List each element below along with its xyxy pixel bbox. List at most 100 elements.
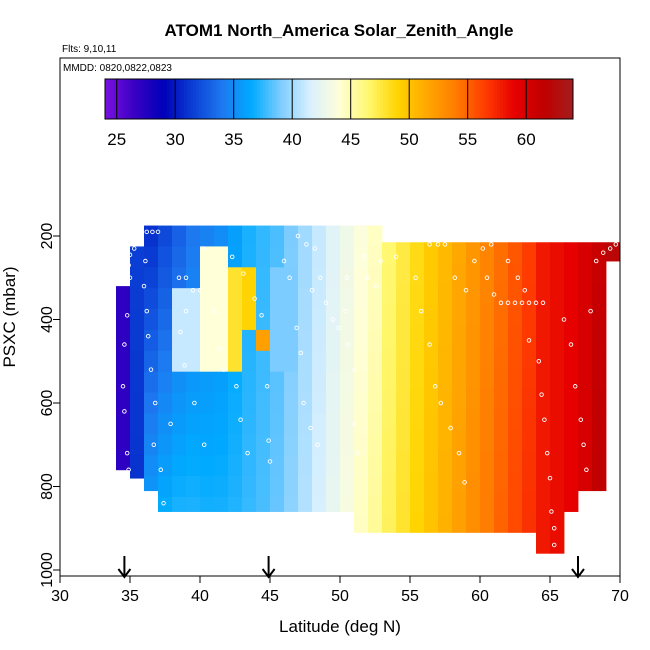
heatmap-cell: [172, 350, 187, 373]
heatmap-cell: [326, 309, 341, 331]
sample-point: [126, 262, 131, 268]
heatmap-cell: [592, 284, 607, 306]
colorbar-tick-label: 50: [400, 130, 419, 149]
heatmap-cell: [200, 496, 215, 512]
heatmap-cell: [564, 367, 579, 389]
heatmap-cell: [228, 413, 243, 435]
heatmap-cell: [340, 246, 355, 268]
heatmap-cell: [424, 367, 439, 389]
colorbar-tick-label: 30: [166, 130, 185, 149]
sample-point: [343, 308, 348, 314]
colorbar-segment: [151, 79, 156, 119]
heatmap-cell: [480, 409, 495, 431]
sample-point: [145, 333, 151, 339]
heatmap-cell: [242, 392, 257, 414]
heatmap-cell: [508, 471, 523, 494]
heatmap-cell: [550, 263, 565, 285]
sample-point: [547, 475, 553, 481]
colorbar-segment: [236, 79, 241, 119]
colorbar-segment: [499, 79, 504, 119]
sample-point: [374, 283, 379, 289]
heatmap-cell: [396, 367, 411, 389]
heatmap-cell: [368, 267, 383, 289]
heatmap-cell: [508, 492, 523, 515]
arrows: [117, 556, 585, 579]
heatmap-cell: [312, 329, 327, 352]
heatmap-cell: [340, 350, 355, 373]
heatmap-cell: [494, 284, 509, 306]
heatmap-cell: [522, 492, 537, 515]
heatmap-cell: [536, 534, 551, 554]
sample-point: [178, 329, 183, 335]
colorbar-segment: [374, 79, 378, 119]
heatmap-cell: [396, 284, 411, 306]
heatmap-cell: [536, 471, 551, 494]
colorbar-segment: [207, 79, 211, 119]
sample-point: [463, 288, 469, 293]
sample-point: [351, 367, 357, 372]
heatmap-cell: [186, 455, 201, 477]
heatmap-cell: [270, 392, 285, 414]
heatmap-cell: [564, 388, 579, 410]
heatmap-cell: [396, 409, 411, 431]
y-axis: 200 400 600 800 1000: [39, 223, 60, 588]
heatmap-cell: [228, 371, 243, 393]
sample-point: [158, 467, 164, 473]
heatmap-cell: [326, 288, 341, 310]
colorbar-segment: [494, 79, 498, 119]
colorbar-segment: [166, 79, 170, 119]
sample-point: [346, 342, 351, 347]
heatmap-cell: [298, 267, 313, 289]
heatmap-cell: [158, 476, 173, 498]
heatmap-cell: [480, 451, 495, 473]
heatmap-cell: [480, 388, 495, 410]
colorbar-segment: [508, 79, 513, 119]
colorbar-segment: [169, 79, 173, 119]
heatmap-cell: [494, 388, 509, 410]
heatmap-cell: [578, 304, 593, 327]
heatmap-cell: [354, 225, 369, 247]
heatmap-cell: [200, 413, 215, 435]
heatmap-cell: [200, 434, 215, 456]
sample-point: [540, 300, 546, 306]
heatmap-cell: [410, 242, 425, 264]
colorbar-segment: [534, 79, 539, 119]
heatmap-cell: [270, 455, 285, 477]
colorbar: 25 30 35 40 45 50 55 60: [104, 78, 574, 149]
sample-point: [484, 275, 490, 281]
heatmap-cell: [452, 367, 467, 389]
heatmap-cell: [214, 413, 229, 435]
heatmap-cell: [284, 455, 299, 477]
heatmap-cell: [116, 390, 131, 412]
sample-point: [315, 442, 320, 448]
heatmap-cell: [312, 476, 327, 498]
heatmap-cell: [466, 451, 481, 473]
heatmap-cell: [438, 409, 453, 431]
heatmap-cell: [550, 304, 565, 327]
heatmap-cell: [340, 329, 355, 352]
heatmap-cell: [326, 329, 341, 352]
heatmap-cell: [382, 325, 397, 348]
sample-point: [480, 246, 486, 251]
heatmap-cell: [158, 267, 173, 289]
heatmap-cell: [410, 304, 425, 327]
colorbar-segment: [300, 79, 305, 119]
heatmap-cell: [536, 284, 551, 306]
heatmap-cell: [592, 451, 607, 473]
heatmap-cell: [550, 471, 565, 494]
arrow-head: [571, 568, 585, 579]
colorbar-segment: [400, 79, 404, 119]
heatmap-cell: [564, 451, 579, 473]
heatmap-cell: [130, 309, 145, 331]
colorbar-segment: [216, 79, 220, 119]
heatmap-cell: [158, 434, 173, 456]
heatmap-cell: [550, 388, 565, 410]
heatmap-cell: [368, 329, 383, 352]
heatmap-cell: [228, 225, 243, 247]
heatmap-cell: [298, 225, 313, 247]
heatmap-cell: [326, 496, 341, 512]
colorbar-segment: [447, 79, 451, 119]
colorbar-segment: [186, 79, 191, 119]
heatmap-cell: [438, 346, 453, 368]
heatmap-cell: [130, 350, 145, 373]
